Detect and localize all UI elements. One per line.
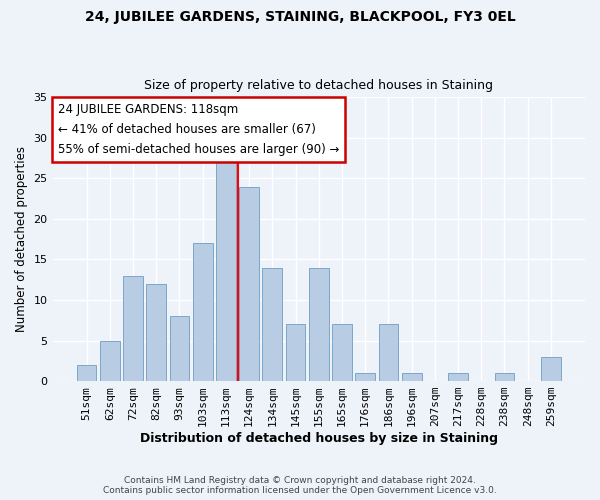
Bar xyxy=(541,357,561,381)
Bar xyxy=(309,268,329,381)
Bar xyxy=(239,186,259,381)
Bar xyxy=(170,316,190,381)
Title: Size of property relative to detached houses in Staining: Size of property relative to detached ho… xyxy=(144,79,493,92)
Bar xyxy=(379,324,398,381)
Bar xyxy=(332,324,352,381)
Bar xyxy=(216,162,236,381)
Bar xyxy=(402,373,422,381)
X-axis label: Distribution of detached houses by size in Staining: Distribution of detached houses by size … xyxy=(140,432,498,445)
Bar xyxy=(146,284,166,381)
Text: Contains HM Land Registry data © Crown copyright and database right 2024.
Contai: Contains HM Land Registry data © Crown c… xyxy=(103,476,497,495)
Bar xyxy=(193,244,212,381)
Bar xyxy=(100,340,119,381)
Bar xyxy=(77,365,97,381)
Bar xyxy=(448,373,468,381)
Bar xyxy=(286,324,305,381)
Bar xyxy=(355,373,375,381)
Text: 24 JUBILEE GARDENS: 118sqm
← 41% of detached houses are smaller (67)
55% of semi: 24 JUBILEE GARDENS: 118sqm ← 41% of deta… xyxy=(58,103,339,156)
Y-axis label: Number of detached properties: Number of detached properties xyxy=(15,146,28,332)
Bar xyxy=(123,276,143,381)
Bar xyxy=(262,268,282,381)
Text: 24, JUBILEE GARDENS, STAINING, BLACKPOOL, FY3 0EL: 24, JUBILEE GARDENS, STAINING, BLACKPOOL… xyxy=(85,10,515,24)
Bar xyxy=(494,373,514,381)
